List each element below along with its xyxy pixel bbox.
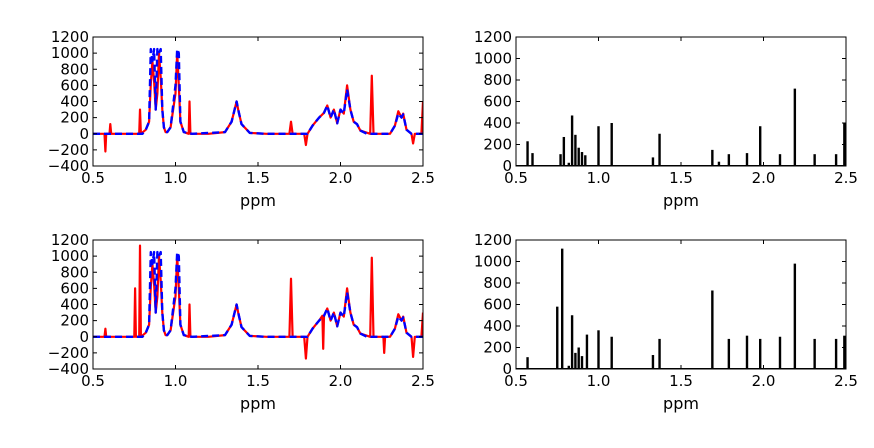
x-tick-label: 1.5: [246, 169, 270, 187]
x-axis-label: ppm: [663, 394, 699, 413]
x-tick-label: 1.5: [669, 372, 693, 390]
x-tick-label: 1.5: [246, 372, 270, 390]
y-tick-label: 800: [483, 274, 512, 292]
x-tick-label: 1.0: [164, 169, 188, 187]
plot-area: [93, 47, 423, 153]
y-tick-label: 600: [483, 93, 512, 111]
y-tick-label: 800: [60, 263, 89, 281]
x-tick-label: 2.0: [752, 169, 776, 187]
y-tick-label: 800: [60, 60, 89, 78]
y-tick-label: 1200: [474, 28, 512, 46]
x-tick-label: 2.0: [329, 372, 353, 390]
y-tick-label: 1000: [51, 44, 89, 62]
x-tick-label: 1.5: [669, 169, 693, 187]
y-tick-label: 0: [79, 328, 89, 346]
subplot-2: 0.5 1.0 1.5 2.0 2.5 0 200 400 600 800 1000 1200 ppm: [474, 28, 858, 210]
x-tick-label: 2.5: [834, 169, 858, 187]
y-tick-label: 400: [60, 296, 89, 314]
y-tick-label: 200: [60, 109, 89, 127]
x-axis-label: ppm: [240, 191, 276, 210]
plot-background: [516, 37, 846, 166]
y-tick-label: 1200: [474, 231, 512, 249]
y-tick-label: 0: [502, 157, 512, 175]
x-tick-label: 0.5: [81, 372, 105, 390]
y-tick-label: 1000: [474, 50, 512, 68]
y-tick-label: −400: [48, 360, 89, 378]
x-tick-label: 0.5: [81, 169, 105, 187]
y-tick-label: 600: [60, 76, 89, 94]
plot-background: [93, 240, 423, 369]
y-tick-label: 200: [483, 136, 512, 154]
y-tick-label: 800: [483, 71, 512, 89]
x-tick-label: 2.5: [411, 169, 435, 187]
y-tick-label: 400: [483, 317, 512, 335]
y-tick-label: 600: [60, 279, 89, 297]
series-line-1: [93, 244, 423, 360]
x-tick-label: 2.5: [834, 372, 858, 390]
subplot-4: 0.5 1.0 1.5 2.0 2.5 0 200 400 600 800 1000 1200 ppm: [474, 231, 858, 413]
y-tick-label: 400: [483, 114, 512, 132]
x-tick-label: 2.0: [329, 169, 353, 187]
x-tick-label: 0.5: [504, 372, 528, 390]
plot-background: [93, 37, 423, 166]
x-tick-label: 1.0: [587, 169, 611, 187]
y-tick-label: 400: [60, 93, 89, 111]
x-tick-label: 1.0: [164, 372, 188, 390]
plot-background: [516, 240, 846, 369]
y-tick-label: 1200: [51, 231, 89, 249]
y-tick-label: 1000: [51, 247, 89, 265]
series-line-2: [93, 250, 423, 338]
y-tick-label: 0: [79, 125, 89, 143]
y-tick-label: 0: [502, 360, 512, 378]
y-tick-label: 200: [60, 312, 89, 330]
y-tick-label: 600: [483, 296, 512, 314]
plot-area: [516, 88, 846, 166]
y-tick-label: −400: [48, 157, 89, 175]
y-tick-label: 1200: [51, 28, 89, 46]
subplot-1: 0.5 1.0 1.5 2.0 2.5 −400−20002004006008001000…: [48, 28, 435, 210]
y-tick-label: −200: [48, 141, 89, 159]
plot-area: [516, 248, 846, 369]
series-line-2: [93, 47, 423, 136]
x-tick-label: 1.0: [587, 372, 611, 390]
x-tick-label: 2.5: [411, 372, 435, 390]
plot-area: [93, 244, 423, 360]
x-axis-label: ppm: [240, 394, 276, 413]
y-tick-label: 200: [483, 339, 512, 357]
x-tick-label: 2.0: [752, 372, 776, 390]
x-axis-label: ppm: [663, 191, 699, 210]
y-tick-label: 1000: [474, 253, 512, 271]
y-tick-label: −200: [48, 344, 89, 362]
subplot-3: 0.5 1.0 1.5 2.0 2.5 −400−20002004006008001000…: [48, 231, 435, 413]
x-tick-label: 0.5: [504, 169, 528, 187]
